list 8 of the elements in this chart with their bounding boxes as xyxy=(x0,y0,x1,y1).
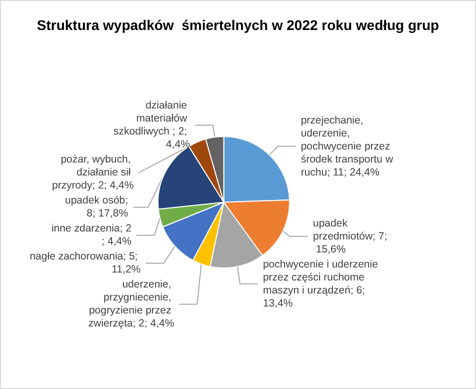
slice-label: przejechanie, uderzenie, pochwycenie przez środek transportu w ruchu; 11; 24,4% xyxy=(300,114,396,178)
slice-label: działanie materiałów szkodliwych ; 2; 4,4% xyxy=(114,100,190,151)
slice-label: upadek osób; 8; 17,8% xyxy=(65,194,128,220)
slice-label: uderzenie, przygniecenie, pogryzienie przez zwierzęta; 2; 4,4% xyxy=(88,278,174,330)
slice-label: upadek przedmiotów; 7; 15,6% xyxy=(313,217,388,256)
slice-label: pochwycenie i uderzenie przez części ruchome maszyn i urządzeń; 6; 13,4% xyxy=(262,258,381,310)
slice-label: inne zdarzenia; 2; 4,4% xyxy=(51,222,132,248)
chart-title: Struktura wypadków śmiertelnych w 2022 roku według grup xyxy=(36,17,440,33)
